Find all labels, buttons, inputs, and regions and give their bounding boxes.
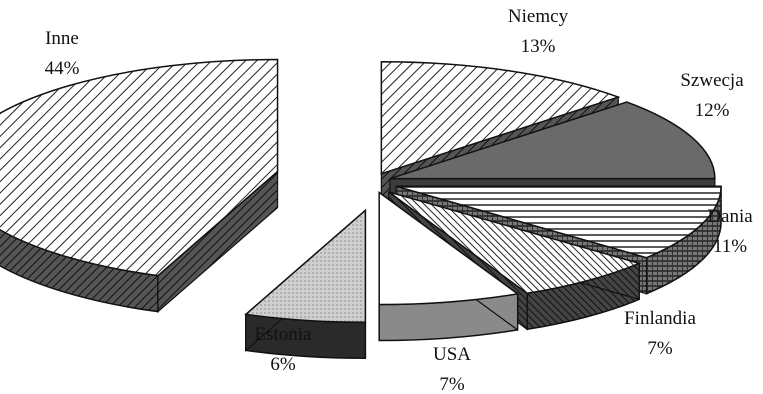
slice-value-inne: 44% — [45, 58, 80, 79]
pie-slice-usa — [378, 191, 520, 342]
slice-top-szwecja — [389, 101, 716, 180]
slice-value-estonia: 6% — [270, 354, 296, 375]
slice-label-estonia: Estonia — [255, 324, 313, 345]
slice-value-dania: 11% — [713, 236, 747, 257]
slice-label-inne: Inne — [45, 28, 79, 49]
slice-top-usa — [378, 191, 520, 306]
slice-top-inne — [0, 58, 279, 277]
slice-label-usa: USA — [433, 344, 471, 365]
slice-value-szwecja: 12% — [695, 100, 730, 121]
slice-top-niemcy — [380, 60, 621, 175]
slice-label-finlandia: Finlandia — [624, 308, 696, 329]
slice-value-usa: 7% — [439, 374, 465, 394]
pie-slice-estonia — [244, 208, 367, 360]
pie-slice-inne — [0, 58, 279, 313]
slice-label-szwecja: Szwecja — [680, 70, 744, 91]
slice-top-finlandia — [388, 191, 642, 295]
slice-label-dania: Dania — [707, 206, 753, 227]
slice-label-niemcy: Niemcy — [508, 6, 569, 27]
slice-value-finlandia: 7% — [647, 338, 673, 359]
slice-value-niemcy: 13% — [521, 36, 556, 57]
slice-top-estonia — [244, 208, 367, 324]
slice-top-dania — [395, 185, 722, 259]
